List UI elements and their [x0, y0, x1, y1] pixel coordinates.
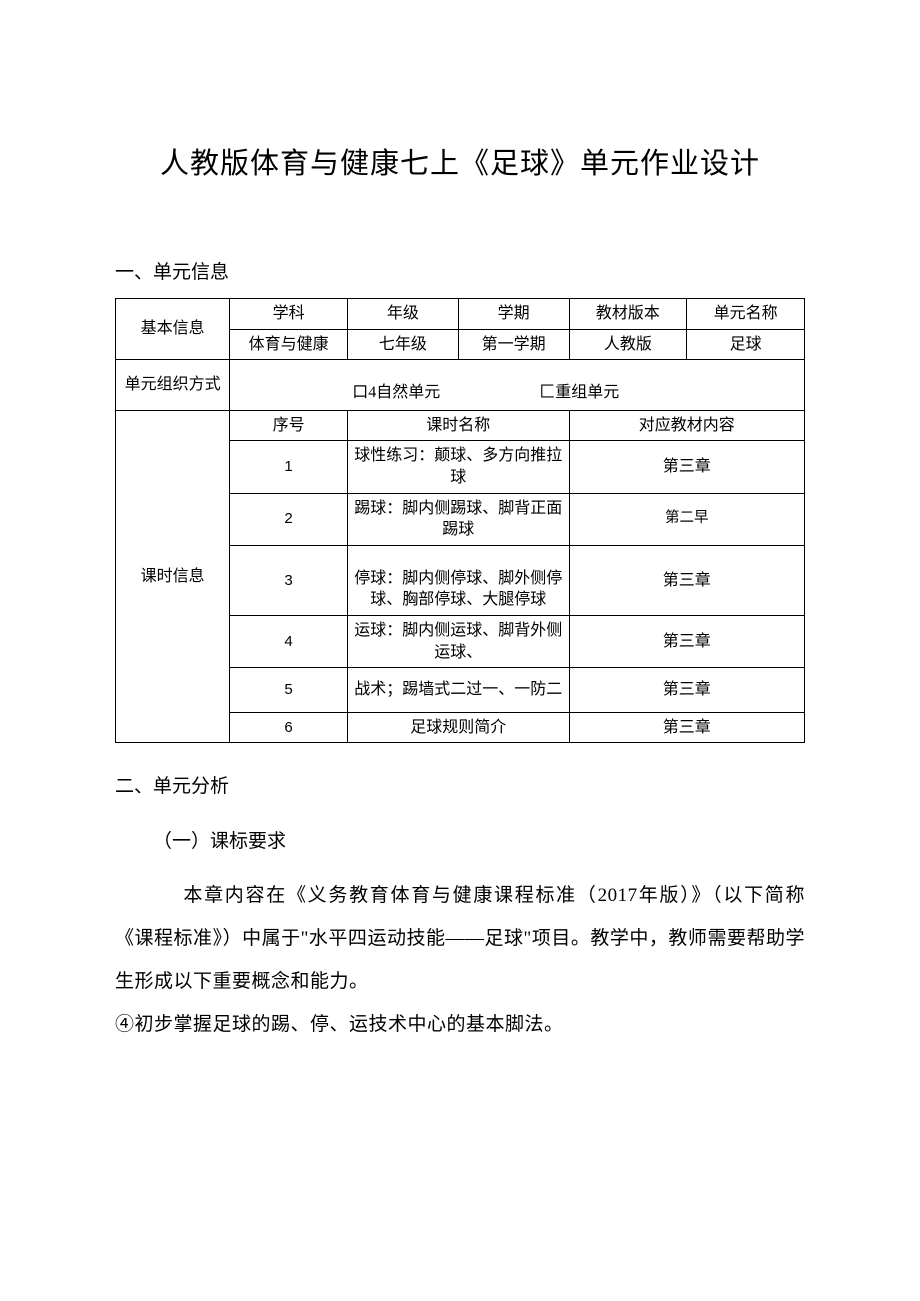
lesson-seq: 2 [284, 510, 292, 527]
unit-info-table: 基本信息 学科 年级 学期 教材版本 单元名称 体育与健康 七年级 第一学期 人… [115, 298, 805, 743]
table-row: 课时信息 序号 课时名称 对应教材内容 [116, 410, 805, 441]
org-label: 单元组织方式 [116, 360, 230, 411]
org-options: 口4自然单元 匚重组单元 [230, 360, 805, 411]
lesson-seq: 6 [284, 719, 292, 736]
section-unit-info-heading: 一、单元信息 [115, 257, 805, 284]
val-unitname: 足球 [687, 329, 805, 360]
section-unit-analysis-heading: 二、单元分析 [115, 771, 805, 798]
val-version: 人教版 [569, 329, 687, 360]
lesson-seq: 1 [284, 458, 292, 475]
lesson-name: 足球规则简介 [347, 712, 569, 743]
lesson-seq: 3 [284, 572, 292, 589]
lesson-name: 战术；踢墙式二过一、一防二 [347, 668, 569, 713]
lesson-name: 球性练习：颠球、多方向推拉球 [347, 441, 569, 493]
lesson-name: 停球：脚内侧停球、脚外侧停球、胸部停球、大腿停球 [347, 545, 569, 615]
lesson-seq: 4 [284, 633, 292, 650]
lesson-content: 第三章 [569, 712, 804, 743]
subsection-standard-req: （一）课标要求 [115, 826, 805, 853]
org-option-regroup: 匚重组单元 [539, 382, 619, 404]
val-grade: 七年级 [347, 329, 458, 360]
org-option-natural: 口4自然单元 [352, 382, 440, 404]
lesson-content: 第三章 [569, 668, 804, 713]
body-paragraph: ④初步掌握足球的踢、停、运技术中心的基本脚法。 [115, 1004, 805, 1047]
val-subject: 体育与健康 [230, 329, 348, 360]
col-subject: 学科 [230, 299, 348, 330]
lesson-content: 第三章 [569, 545, 804, 615]
lesson-info-label: 课时信息 [116, 410, 230, 743]
col-lesson-name: 课时名称 [347, 410, 569, 441]
lesson-seq: 5 [284, 681, 292, 698]
table-row: 单元组织方式 口4自然单元 匚重组单元 [116, 360, 805, 411]
lesson-content: 第三章 [569, 615, 804, 667]
lesson-content: 第二早 [569, 493, 804, 545]
body-paragraph: 本章内容在《义务教育体育与健康课程标准（2017年版）》（以下简称《课程标准》）… [115, 875, 805, 1003]
col-unitname: 单元名称 [687, 299, 805, 330]
col-lesson-content: 对应教材内容 [569, 410, 804, 441]
table-row: 基本信息 学科 年级 学期 教材版本 单元名称 [116, 299, 805, 330]
basic-info-label: 基本信息 [116, 299, 230, 360]
col-seq: 序号 [230, 410, 348, 441]
document-title: 人教版体育与健康七上《足球》单元作业设计 [115, 140, 805, 182]
col-grade: 年级 [347, 299, 458, 330]
lesson-name: 运球：脚内侧运球、脚背外侧运球、 [347, 615, 569, 667]
col-version: 教材版本 [569, 299, 687, 330]
val-term: 第一学期 [458, 329, 569, 360]
col-term: 学期 [458, 299, 569, 330]
lesson-content: 第三章 [569, 441, 804, 493]
lesson-name: 踢球：脚内侧踢球、脚背正面踢球 [347, 493, 569, 545]
